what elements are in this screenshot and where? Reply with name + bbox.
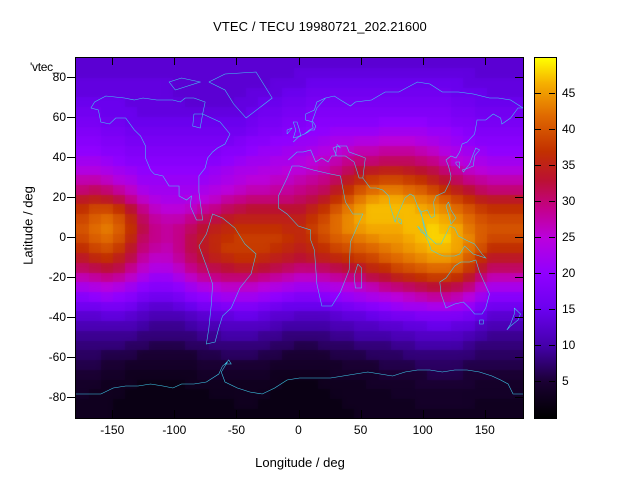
colorbar-tick-mark bbox=[549, 201, 555, 202]
y-tick-label: 80 bbox=[52, 70, 66, 84]
colorbar-tick-label: 10 bbox=[562, 338, 576, 352]
colorbar-tick-label: 40 bbox=[562, 122, 576, 136]
x-tick-mark bbox=[360, 410, 362, 418]
colorbar-tick-mark bbox=[549, 345, 555, 346]
y-tick-mark bbox=[67, 397, 75, 398]
colorbar-tick-mark bbox=[535, 165, 541, 166]
vtec-heatmap bbox=[76, 58, 523, 418]
colorbar-gradient bbox=[535, 58, 556, 418]
y-tick-mark bbox=[515, 237, 523, 238]
colorbar-tick-mark bbox=[535, 345, 541, 346]
colorbar-tick-label: 45 bbox=[562, 86, 576, 100]
colorbar-tick-mark bbox=[549, 309, 555, 310]
y-tick-mark bbox=[515, 317, 523, 318]
y-tick-mark bbox=[515, 357, 523, 358]
x-tick-mark bbox=[484, 57, 486, 65]
y-axis-label: Latitude / deg bbox=[20, 186, 36, 265]
y-tick-mark bbox=[67, 117, 75, 118]
x-tick-mark bbox=[112, 57, 114, 65]
x-tick-mark bbox=[422, 410, 424, 418]
x-tick-label: 50 bbox=[353, 423, 368, 437]
y-tick-label: -20 bbox=[48, 270, 66, 284]
x-tick-mark bbox=[484, 410, 486, 418]
colorbar-tick-mark bbox=[535, 93, 541, 94]
colorbar-tick-mark bbox=[549, 93, 555, 94]
x-tick-mark bbox=[360, 57, 362, 65]
y-tick-mark bbox=[515, 397, 523, 398]
x-axis-label: Longitude / deg bbox=[255, 455, 345, 470]
colorbar-tick-mark bbox=[535, 381, 541, 382]
x-tick-mark bbox=[298, 57, 300, 65]
y-tick-mark bbox=[515, 157, 523, 158]
colorbar-tick-mark bbox=[549, 237, 555, 238]
map-plot-area bbox=[75, 57, 524, 419]
colorbar-tick-mark bbox=[549, 381, 555, 382]
colorbar-tick-label: 25 bbox=[562, 230, 576, 244]
y-tick-mark bbox=[67, 317, 75, 318]
y-tick-mark bbox=[67, 157, 75, 158]
colorbar bbox=[534, 57, 557, 419]
x-tick-label: 100 bbox=[412, 423, 433, 437]
y-tick-mark bbox=[515, 117, 523, 118]
y-tick-label: 60 bbox=[52, 110, 66, 124]
x-tick-mark bbox=[422, 57, 424, 65]
colorbar-tick-label: 20 bbox=[562, 266, 576, 280]
y-tick-mark bbox=[67, 357, 75, 358]
y-tick-label: 0 bbox=[59, 230, 66, 244]
y-tick-label: 20 bbox=[52, 190, 66, 204]
colorbar-tick-mark bbox=[535, 273, 541, 274]
page-title: VTEC / TECU 19980721_202.21600 bbox=[213, 19, 427, 34]
y-tick-label: -60 bbox=[48, 350, 66, 364]
x-tick-mark bbox=[298, 410, 300, 418]
colorbar-tick-mark bbox=[549, 273, 555, 274]
x-tick-mark bbox=[112, 410, 114, 418]
x-tick-label: -100 bbox=[162, 423, 187, 437]
x-tick-mark bbox=[174, 410, 176, 418]
y-tick-label: -40 bbox=[48, 310, 66, 324]
colorbar-tick-mark bbox=[535, 309, 541, 310]
y-tick-mark bbox=[515, 197, 523, 198]
colorbar-tick-label: 15 bbox=[562, 302, 576, 316]
colorbar-tick-mark bbox=[549, 129, 555, 130]
y-tick-label: 40 bbox=[52, 150, 66, 164]
y-tick-label: -80 bbox=[48, 390, 66, 404]
colorbar-tick-mark bbox=[535, 201, 541, 202]
y-tick-mark bbox=[67, 237, 75, 238]
colorbar-tick-label: 35 bbox=[562, 158, 576, 172]
x-tick-mark bbox=[236, 57, 238, 65]
x-tick-mark bbox=[174, 57, 176, 65]
colorbar-tick-mark bbox=[549, 165, 555, 166]
y-tick-mark bbox=[67, 277, 75, 278]
x-tick-label: 0 bbox=[295, 423, 302, 437]
colorbar-tick-mark bbox=[535, 237, 541, 238]
y-tick-mark bbox=[515, 77, 523, 78]
x-tick-label: -150 bbox=[100, 423, 125, 437]
y-tick-mark bbox=[67, 77, 75, 78]
x-tick-mark bbox=[236, 410, 238, 418]
colorbar-tick-mark bbox=[535, 129, 541, 130]
x-tick-label: 150 bbox=[474, 423, 495, 437]
colorbar-tick-label: 5 bbox=[562, 374, 569, 388]
colorbar-tick-label: 30 bbox=[562, 194, 576, 208]
gnuplot-key-artifact: 'vtec_ bbox=[30, 60, 60, 74]
x-tick-label: -50 bbox=[227, 423, 246, 437]
y-tick-mark bbox=[67, 197, 75, 198]
y-tick-mark bbox=[515, 277, 523, 278]
